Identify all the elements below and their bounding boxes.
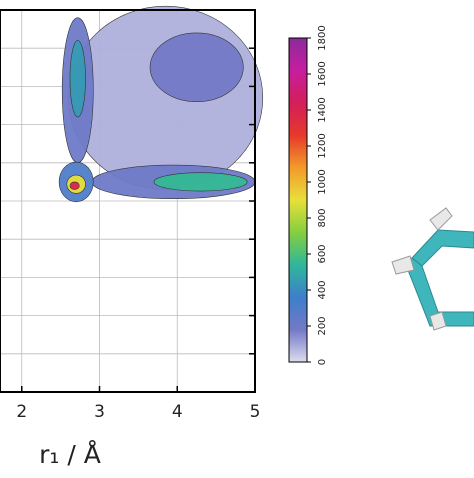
colorbar-tick-label: 0 xyxy=(317,359,328,365)
x-tick-label: 4 xyxy=(172,402,183,422)
molecule xyxy=(391,207,474,331)
density-region xyxy=(153,172,248,192)
colorbar-tick-label: 400 xyxy=(317,280,328,299)
colorbar-tick-label: 1200 xyxy=(317,133,328,158)
x-tick-label: 5 xyxy=(250,402,261,422)
colorbar-tick-label: 1800 xyxy=(317,25,328,50)
colorbar-tick-label: 200 xyxy=(317,316,328,335)
x-axis-label: r₁ / Å xyxy=(39,440,101,469)
density-region xyxy=(69,181,80,190)
x-tick-label: 2 xyxy=(16,402,27,422)
colorbar-tick-label: 1000 xyxy=(317,169,328,194)
density-region xyxy=(68,5,264,190)
colorbar xyxy=(288,37,308,363)
plot-area xyxy=(0,5,264,393)
x-tick-label: 3 xyxy=(94,402,105,422)
density-region xyxy=(69,40,86,118)
colorbar-tick-label: 1400 xyxy=(317,97,328,122)
colorbar-tick-label: 1600 xyxy=(317,61,328,86)
colorbar-tick-label: 600 xyxy=(317,244,328,263)
density-region xyxy=(149,32,244,102)
colorbar-tick-label: 800 xyxy=(317,208,328,227)
